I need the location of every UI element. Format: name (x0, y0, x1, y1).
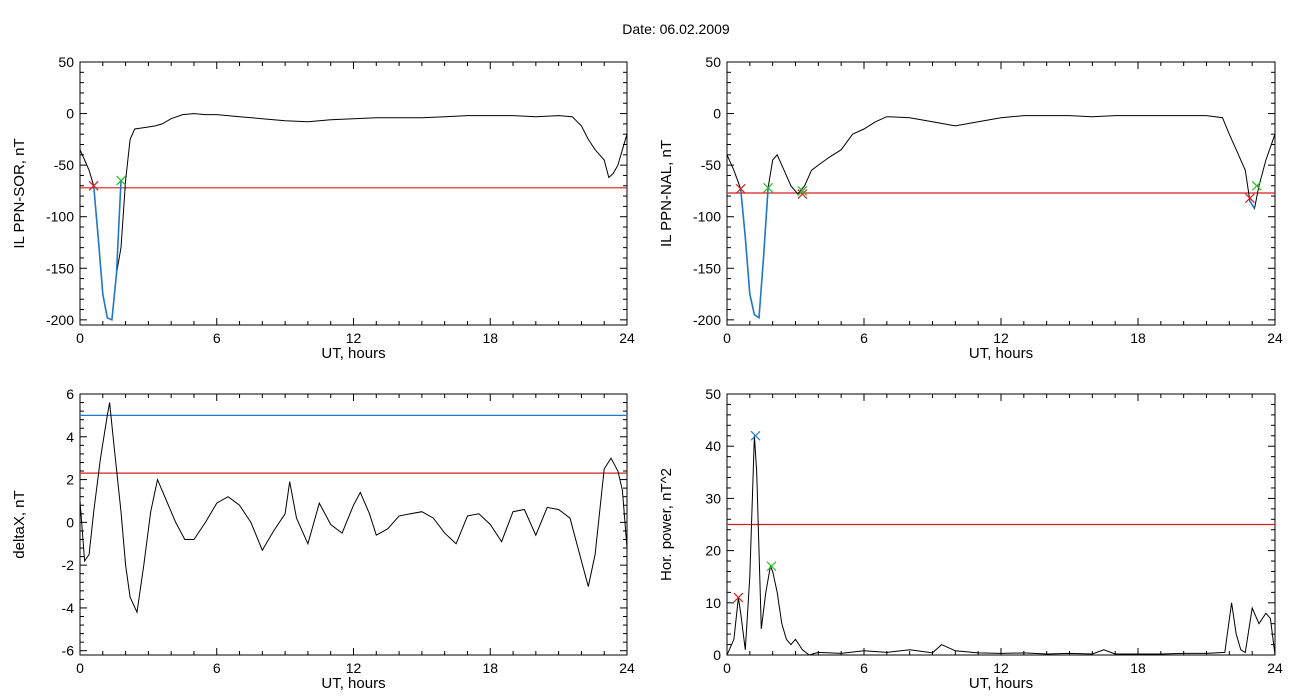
x-marker (1244, 193, 1255, 204)
x-tick-label: 12 (993, 330, 1009, 346)
x-marker (797, 189, 808, 199)
x-tick-label: 18 (482, 330, 498, 346)
y-tick-label: -6 (62, 643, 75, 659)
y-tick-label: 4 (66, 429, 74, 445)
series-line (80, 113, 627, 321)
y-tick-label: -200 (693, 312, 721, 328)
y-tick-label: -2 (62, 557, 75, 573)
x-tick-label: 18 (1130, 330, 1146, 346)
x-tick-label: 24 (1267, 660, 1283, 676)
x-tick-label: 0 (723, 660, 731, 676)
y-tick-label: 50 (58, 54, 74, 70)
x-marker (88, 180, 99, 191)
y-tick-label: 0 (713, 106, 721, 122)
x-tick-label: 12 (993, 660, 1009, 676)
plot-area (727, 435, 1275, 655)
x-axis-label: UT, hours (321, 675, 385, 692)
x-marker (763, 182, 774, 193)
x-tick-label: 24 (1267, 330, 1283, 346)
y-tick-label: 2 (66, 472, 74, 488)
x-marker (750, 430, 761, 441)
plot-frame (79, 61, 628, 326)
x-marker (797, 185, 808, 196)
y-tick-label: -100 (46, 209, 74, 225)
x-tick-label: 6 (860, 330, 868, 346)
series-line (80, 402, 627, 614)
y-tick-label: 40 (705, 438, 721, 454)
x-marker (116, 175, 126, 186)
x-tick-label: 6 (213, 660, 221, 676)
x-marker (733, 592, 744, 603)
highlight-segment (1249, 200, 1256, 209)
y-tick-label: 50 (705, 386, 721, 402)
x-tick-label: 24 (619, 330, 635, 346)
x-tick-label: 18 (1130, 660, 1146, 676)
y-tick-label: -50 (701, 157, 721, 173)
plot-area (80, 113, 627, 321)
highlight-segment (92, 180, 122, 321)
chart-panel-1: 0 6 12 18 24 50 0 -50 -100 -150 -200 UT, hours IL PP… (11, 54, 635, 362)
y-tick-label: -200 (46, 312, 74, 328)
y-tick-label: 0 (713, 647, 721, 663)
y-axis-label: deltaX, nT (11, 490, 28, 558)
y-tick-label: -4 (62, 600, 75, 616)
figure-title: Date: 06.02.2009 (622, 21, 730, 37)
plot-area (80, 402, 627, 614)
y-axis-label: IL PPN-NAL, nT (658, 140, 675, 247)
x-axis-label: UT, hours (321, 345, 385, 362)
x-tick-label: 18 (482, 660, 498, 676)
x-tick-label: 12 (346, 660, 362, 676)
y-tick-label: 30 (705, 490, 721, 506)
series-line (727, 115, 1275, 319)
x-marker (1251, 180, 1262, 191)
chart-panel-4: 0 6 12 18 24 50 40 30 20 10 0 UT, hours Hor. power, … (658, 386, 1283, 692)
y-tick-label: 20 (705, 543, 721, 559)
x-tick-label: 6 (860, 660, 868, 676)
x-tick-label: 0 (76, 330, 84, 346)
y-tick-label: -50 (54, 157, 74, 173)
x-axis-label: UT, hours (969, 675, 1033, 692)
y-axis-label: IL PPN-SOR, nT (11, 138, 28, 248)
x-marker (735, 183, 746, 194)
plot-area (727, 115, 1275, 320)
y-axis-label: Hor. power, nT^2 (658, 468, 675, 581)
chart-panel-3: 0 6 12 18 24 6 4 2 0 -2 -4 -6 UT, hours deltaX, nT (11, 386, 635, 692)
chart-panel-2: 0 6 12 18 24 50 0 -50 -100 -150 -200 UT, hours IL PP… (658, 54, 1283, 362)
y-tick-label: -100 (693, 209, 721, 225)
y-tick-label: 10 (705, 595, 721, 611)
plot-frame (79, 393, 628, 656)
y-tick-label: -150 (46, 260, 74, 276)
x-tick-label: 12 (346, 330, 362, 346)
highlight-segment (739, 187, 769, 320)
series-line (727, 435, 1275, 655)
y-tick-label: 6 (66, 386, 74, 402)
y-tick-label: -150 (693, 260, 721, 276)
x-marker (766, 561, 777, 572)
x-tick-label: 6 (213, 330, 221, 346)
x-axis-label: UT, hours (969, 345, 1033, 362)
x-tick-label: 0 (723, 330, 731, 346)
x-tick-label: 24 (619, 660, 635, 676)
y-tick-label: 50 (705, 54, 721, 70)
y-tick-label: 0 (66, 106, 74, 122)
y-tick-label: 0 (66, 514, 74, 530)
x-tick-label: 0 (76, 660, 84, 676)
